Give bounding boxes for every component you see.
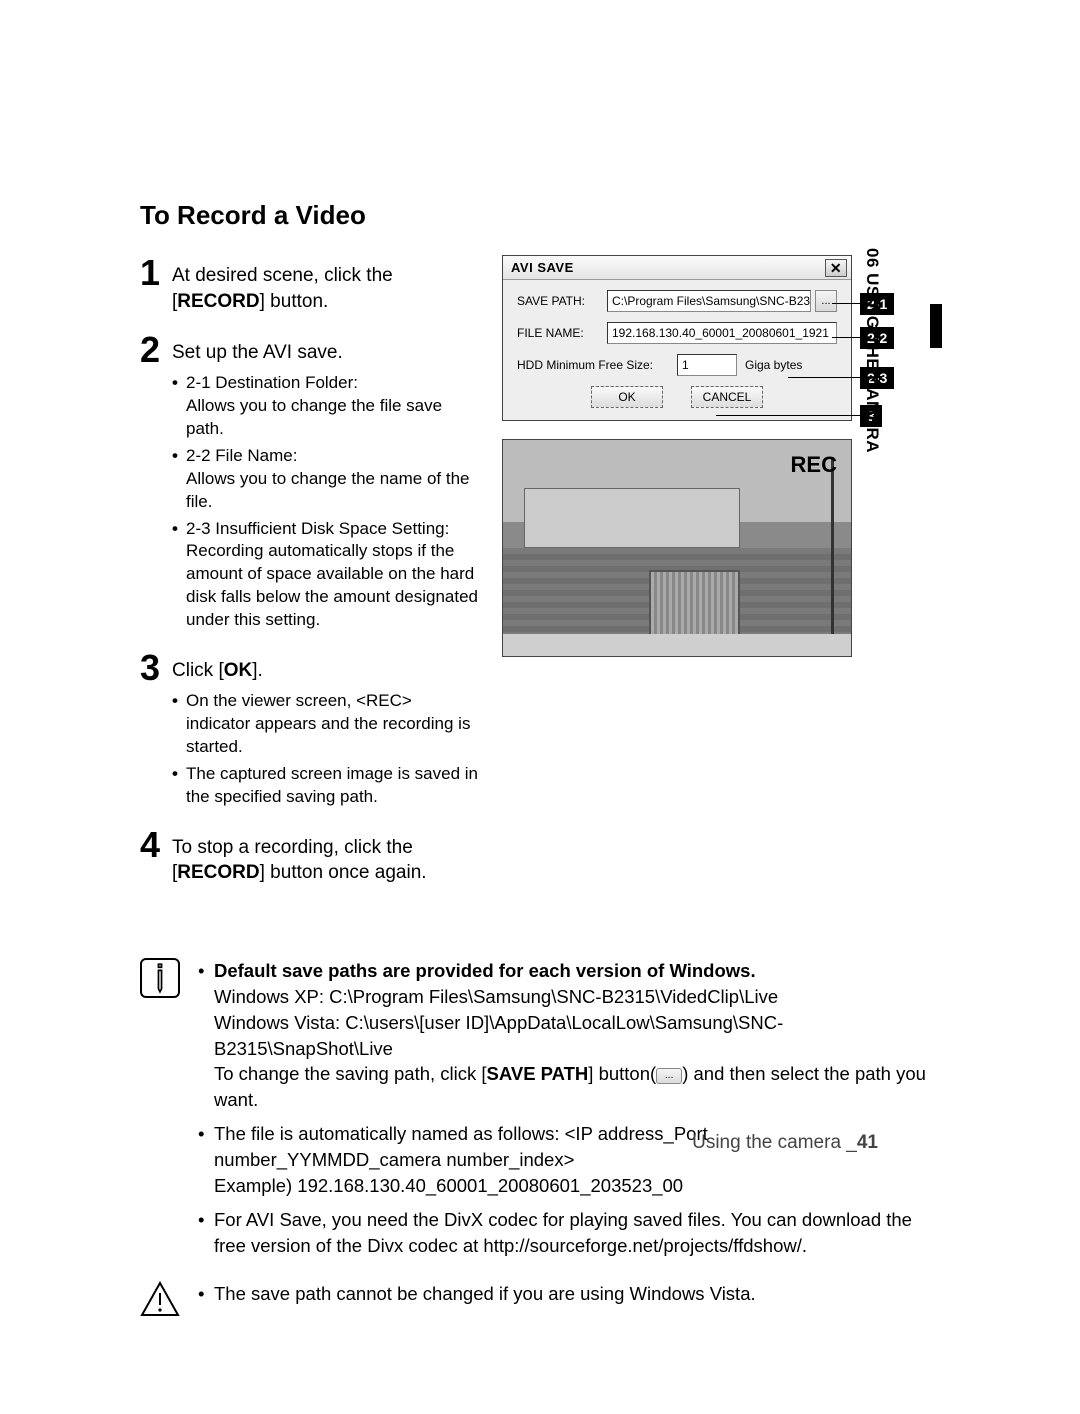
step-2: 2 Set up the AVI save. • 2-1 Destination… <box>140 332 480 636</box>
preview-pole-shape <box>831 457 834 643</box>
step-3: 3 Click [OK]. • On the viewer screen, <R… <box>140 650 480 812</box>
note-line: The file is automatically named as follo… <box>214 1123 708 1170</box>
bullet-icon: • <box>172 690 186 759</box>
substep-desc: Allows you to change the file save path. <box>186 395 480 441</box>
note-line: Windows Vista: C:\users\[user ID]\AppDat… <box>214 1012 783 1059</box>
note-line: Example) 192.168.130.40_60001_20080601_2… <box>214 1175 683 1196</box>
preview-house-shape <box>524 488 740 548</box>
substep: • On the viewer screen, <REC> indicator … <box>172 690 480 759</box>
note-line: Windows XP: C:\Program Files\Samsung\SNC… <box>214 986 778 1007</box>
cancel-button[interactable]: CANCEL <box>691 386 763 408</box>
note-icon <box>140 958 180 998</box>
rec-indicator: REC <box>791 452 837 478</box>
page-footer: Using the camera _41 <box>692 1132 878 1154</box>
step-bold: RECORD <box>177 862 259 883</box>
step-text: ]. <box>252 660 263 681</box>
substep-title: 2-1 Destination Folder: <box>186 372 480 395</box>
step-number: 4 <box>140 827 172 886</box>
substep: • 2-3 Insufficient Disk Space Setting: R… <box>172 518 480 633</box>
callout-line <box>832 303 860 304</box>
warning-item: • The save path cannot be changed if you… <box>198 1281 940 1307</box>
substep-title: 2-2 File Name: <box>186 445 480 468</box>
note-bold: SAVE PATH <box>487 1063 589 1084</box>
step-1: 1 At desired scene, click the [RECORD] b… <box>140 255 480 314</box>
warning-icon <box>140 1281 180 1317</box>
substep-title: 2-3 Insufficient Disk Space Setting: <box>186 518 480 541</box>
footer-text: Using the camera _ <box>692 1132 857 1153</box>
close-button[interactable]: ✕ <box>825 259 847 277</box>
note-line: The save path cannot be changed if you a… <box>214 1283 756 1304</box>
substep-desc: On the viewer screen, <REC> indicator ap… <box>186 690 480 759</box>
note-line: To change the saving path, click [ <box>214 1063 487 1084</box>
note-bold: Default save paths are provided for each… <box>214 960 756 981</box>
substep-desc: Recording automatically stops if the amo… <box>186 540 480 632</box>
hdd-min-input[interactable]: 1 <box>677 354 737 376</box>
file-name-label: FILE NAME: <box>517 326 607 340</box>
file-name-input[interactable]: 192.168.130.40_60001_20080601_1921 <box>607 322 837 344</box>
substep-desc: Allows you to change the name of the fil… <box>186 468 480 514</box>
bullet-icon: • <box>172 763 186 809</box>
substep-desc: The captured screen image is saved in th… <box>186 763 480 809</box>
note-item: • Default save paths are provided for ea… <box>198 958 940 1113</box>
note-line: ] button( <box>588 1063 656 1084</box>
step-text: ] button. <box>260 291 329 312</box>
bullet-icon: • <box>198 1121 214 1199</box>
save-path-label: SAVE PATH: <box>517 294 607 308</box>
side-tab: 06 USING THE CAMERA <box>862 248 882 453</box>
bullet-icon: • <box>198 1281 214 1307</box>
bullet-icon: • <box>172 518 186 633</box>
callout-line <box>832 337 860 338</box>
callout-line <box>788 377 860 378</box>
side-tab-text: 06 USING THE CAMERA <box>863 248 882 453</box>
hdd-label: HDD Minimum Free Size: <box>517 358 677 372</box>
video-preview: REC <box>502 439 852 657</box>
step-bold: RECORD <box>177 291 259 312</box>
section-heading: To Record a Video <box>140 200 940 231</box>
substep: • 2-1 Destination Folder: Allows you to … <box>172 372 480 441</box>
step-number: 2 <box>140 332 172 636</box>
note-item: • For AVI Save, you need the DivX codec … <box>198 1207 940 1259</box>
step-text: Click [ <box>172 660 224 681</box>
hdd-units: Giga bytes <box>745 358 802 372</box>
dialog-titlebar: AVI SAVE ✕ <box>503 256 851 280</box>
step-number: 1 <box>140 255 172 314</box>
step-4: 4 To stop a recording, click the [RECORD… <box>140 827 480 886</box>
bullet-icon: • <box>172 445 186 514</box>
bullet-icon: • <box>198 958 214 1113</box>
callout-line <box>716 415 860 416</box>
step-bold: OK <box>224 660 253 681</box>
bullet-icon: • <box>172 372 186 441</box>
save-path-input[interactable]: C:\Program Files\Samsung\SNC-B23 <box>607 290 811 312</box>
step-text: Set up the AVI save. <box>172 342 343 363</box>
note-line: For AVI Save, you need the DivX codec fo… <box>214 1209 912 1256</box>
step-number: 3 <box>140 650 172 812</box>
substep: • 2-2 File Name: Allows you to change th… <box>172 445 480 514</box>
page-number: 41 <box>857 1132 878 1153</box>
ok-button[interactable]: OK <box>591 386 663 408</box>
substep: • The captured screen image is saved in … <box>172 763 480 809</box>
step-text: ] button once again. <box>260 862 427 883</box>
side-tab-marker <box>930 304 942 348</box>
browse-button[interactable]: ... <box>815 290 837 312</box>
dialog-title: AVI SAVE <box>511 260 574 275</box>
preview-road-shape <box>503 634 851 656</box>
browse-icon: ... <box>656 1068 682 1084</box>
close-icon: ✕ <box>830 261 842 275</box>
avi-save-dialog: AVI SAVE ✕ SAVE PATH: C:\Program Files\S… <box>502 255 852 421</box>
bullet-icon: • <box>198 1207 214 1259</box>
preview-gate-shape <box>649 570 739 639</box>
